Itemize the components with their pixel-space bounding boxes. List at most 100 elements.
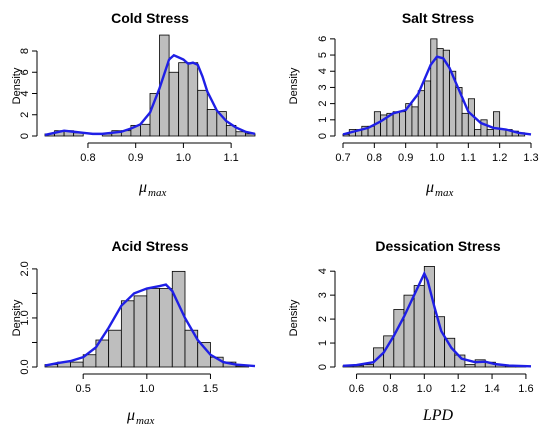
histogram-bar [197,89,208,137]
x-tick-label: 1.0 [176,152,191,164]
histogram-bar [430,38,438,137]
histogram-bars [342,38,526,137]
x-tick-label: 0.9 [128,152,143,164]
x-axis-label-main: LPD [422,407,454,424]
y-tick-label: 2.0 [19,261,31,276]
histogram-bar [413,285,425,368]
histogram-bar [108,329,122,368]
y-tick-label: 2 [19,112,31,118]
histogram-bar [171,270,186,368]
histogram-bar [216,111,227,137]
histogram-bar [424,80,432,137]
histogram-bar [120,300,135,368]
x-tick-label: 1.0 [139,383,154,395]
histogram-bar [392,111,400,137]
y-tick-label: 6 [19,69,31,75]
x-axis-label: LPD [422,407,454,424]
y-tick-label: 0 [317,364,329,370]
histogram-bar [178,62,189,137]
panel-dessication-stress: Dessication Stress Density 0 1 2 3 4 0.6 0.8 1… [288,238,534,424]
y-tick-label: 8 [19,48,31,54]
histogram-bar [454,354,466,368]
y-tick-label: 4 [317,68,329,74]
y-axis: 0 2 4 6 8 [19,48,38,139]
panel-cold-stress: Cold Stress Density 0 2 4 6 8 0.8 0.9 1.0 1.1 μ… [11,10,256,199]
histogram-bar [362,364,374,368]
y-tick-label: 1.0 [19,310,31,325]
histogram-bar [70,361,84,368]
x-axis-label: μ max [126,407,154,427]
density-curve [44,283,256,368]
density-curve [44,53,256,137]
x-tick-label: 1.2 [492,152,507,164]
histogram-bar [133,295,148,368]
x-axis: 0.7 0.8 0.9 1.0 1.1 1.2 1.3 [335,142,539,164]
y-axis: 0.0 1.0 2.0 [19,261,38,375]
x-tick-label: 1.2 [451,383,466,395]
density-curve [342,55,532,136]
panel-title: Cold Stress [111,10,189,26]
y-tick-label: 1 [317,340,329,346]
panel-acid-stress: Acid Stress Density 0.01.02.0 0.5 1.0 1.5 … [11,238,256,427]
histogram-bar [486,129,494,137]
x-tick-label: 0.8 [367,152,382,164]
y-axis-label: Density [11,299,23,336]
histogram-bar [461,112,469,137]
histogram-bar [480,119,488,137]
x-tick-label: 1.0 [429,152,444,164]
x-tick-label: 0.6 [349,383,364,395]
x-axis-label-sub: max [136,415,154,427]
y-tick-label: 1 [317,117,329,123]
x-tick-label: 0.8 [383,383,398,395]
histogram-bar [168,71,180,137]
x-tick-label: 1.3 [523,152,538,164]
x-tick-label: 0.5 [76,383,91,395]
histogram-bar [146,288,160,368]
x-axis-label-main: μ [138,179,147,196]
histogram-bar [492,111,501,137]
x-tick-label: 1.0 [417,383,432,395]
y-tick-label: 0 [317,133,329,139]
histogram-bar [411,106,419,137]
y-axis-label: Density [288,299,300,336]
density-curve [342,270,532,368]
y-axis: 0 1 2 3 4 5 6 [317,36,336,139]
y-tick-label: 2 [317,316,329,322]
x-axis-label-sub: max [435,187,453,199]
panel-title: Dessication Stress [375,238,500,254]
histogram-bar [474,129,482,137]
x-tick-label: 0.7 [335,152,350,164]
histogram-bars [342,265,527,368]
histogram-bar [436,48,444,137]
panel-salt-stress: Salt Stress Density 0 1 2 3 4 5 6 0.7 0.8 0.9 1.0… [288,10,539,199]
panel-title: Acid Stress [111,238,188,254]
x-axis: 0.6 0.8 1.0 1.2 1.4 1.6 [349,373,534,395]
histogram-bar [187,62,199,137]
x-axis: 0.5 1.0 1.5 [76,373,218,395]
histogram-bar [464,364,476,368]
histogram-bar [423,265,435,368]
y-tick-label: 4 [317,268,329,274]
x-tick-label: 1.6 [518,383,533,395]
y-tick-label: 3 [317,84,329,90]
x-axis-label: μ max [425,179,453,199]
x-tick-label: 1.5 [203,383,218,395]
histogram-bar [398,111,407,137]
x-axis-label-sub: max [148,187,166,199]
histogram-bar [444,337,456,368]
y-axis: 0 1 2 3 4 [317,268,336,370]
panel-title: Salt Stress [402,10,475,26]
x-tick-label: 0.8 [80,152,95,164]
y-tick-label: 6 [317,36,329,42]
x-axis-label-main: μ [126,407,135,424]
x-tick-label: 1.1 [223,152,238,164]
y-axis-label: Density [11,67,23,104]
histogram-bars [44,270,250,368]
y-axis-label: Density [288,67,300,104]
histogram-bar [140,123,151,137]
y-tick-label: 0 [19,133,31,139]
x-axis-label-main: μ [425,179,434,196]
x-tick-label: 1.4 [484,383,499,395]
y-tick-label: 4 [19,90,31,96]
